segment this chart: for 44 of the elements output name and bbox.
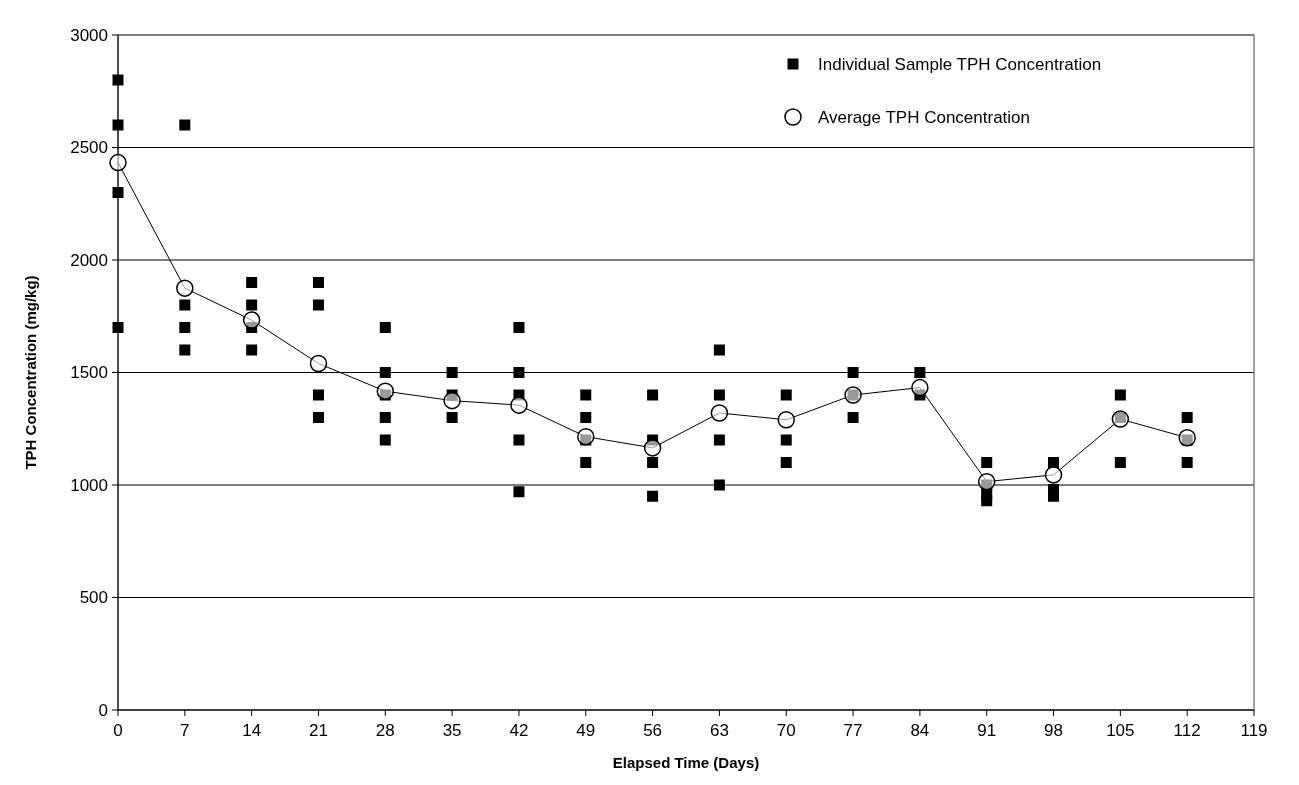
point (176, 279, 194, 297)
x-tick-label: 28 (375, 721, 395, 740)
x-tick-label: 119 (1240, 721, 1268, 740)
point (109, 153, 127, 172)
point (443, 391, 461, 410)
point (309, 354, 328, 373)
x-tick-label: 105 (1106, 721, 1135, 740)
x-tick-label: 98 (1044, 721, 1063, 740)
x-tick-label: 112 (1173, 721, 1201, 740)
x-axis-title: Elapsed Time (Days) (612, 754, 760, 771)
y-tick-label: 0 (98, 700, 108, 720)
x-tick-label: 14 (242, 721, 262, 740)
point (643, 439, 662, 457)
x-tick-label: 70 (776, 721, 796, 740)
y-tick-label: 2000 (70, 250, 108, 270)
y-tick-label: 500 (79, 588, 108, 608)
y-tick-label: 1500 (70, 363, 108, 383)
x-tick-label: 77 (843, 721, 863, 740)
x-tick-label: 7 (180, 721, 190, 740)
point (1178, 429, 1196, 447)
x-tick-label: 42 (509, 721, 529, 740)
x-tick-label: 63 (709, 721, 729, 740)
x-tick-label: 35 (442, 721, 462, 740)
point (242, 311, 261, 329)
x-tick-label: 56 (643, 721, 663, 740)
point (710, 404, 729, 422)
point (510, 396, 528, 414)
legend-label: Average TPH Concentration (818, 108, 1030, 127)
y-tick-label: 1000 (70, 475, 108, 495)
x-tick-label: 84 (910, 721, 930, 740)
x-tick-label: 91 (977, 721, 997, 740)
y-tick-label: 3000 (70, 25, 108, 45)
x-tick-label: 0 (113, 721, 123, 740)
point (977, 472, 996, 491)
point (376, 382, 395, 400)
y-axis-title: TPH Concentration (mg/kg) (22, 275, 39, 470)
x-tick-label: 21 (309, 721, 328, 740)
point (577, 427, 595, 446)
x-tick-label: 49 (576, 721, 596, 740)
point (911, 378, 929, 397)
point (1111, 410, 1130, 428)
legend-label: Individual Sample TPH Concentration (818, 55, 1102, 74)
point (777, 411, 795, 429)
y-tick-label: 2500 (70, 138, 108, 158)
